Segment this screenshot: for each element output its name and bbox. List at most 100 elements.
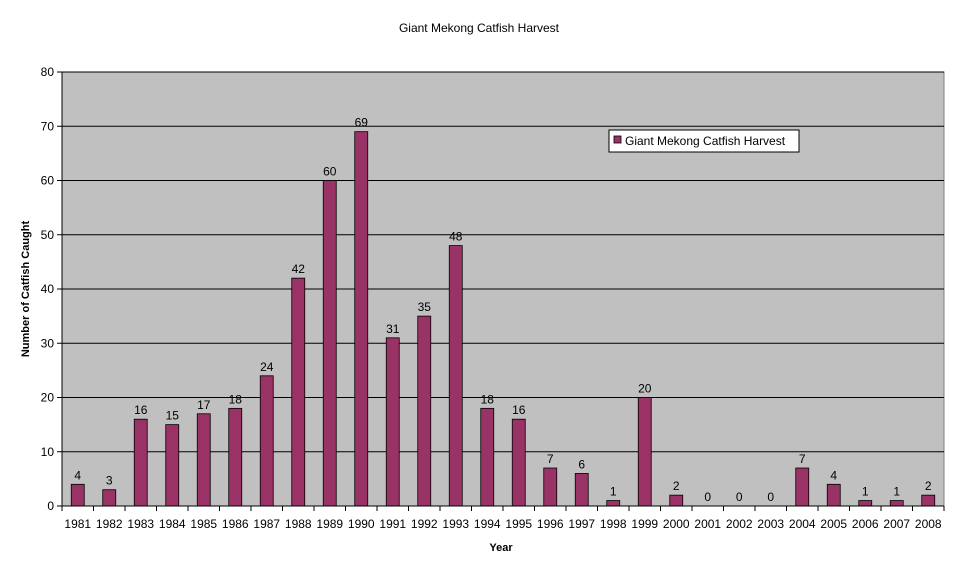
data-label-2008: 2 xyxy=(925,479,932,493)
data-label-1991: 31 xyxy=(386,322,400,336)
data-label-1990: 69 xyxy=(355,116,369,130)
bar-1984 xyxy=(165,424,180,507)
x-tick-label-1992: 1992 xyxy=(411,517,438,531)
y-tick-label: 60 xyxy=(41,174,55,188)
data-label-2001: 0 xyxy=(704,490,711,504)
x-tick-label-1994: 1994 xyxy=(474,517,501,531)
bar-1985 xyxy=(196,413,211,507)
y-tick-label: 40 xyxy=(41,282,55,296)
data-label-1998: 1 xyxy=(610,485,617,499)
data-label-2005: 4 xyxy=(830,468,837,482)
bar-2007 xyxy=(889,500,904,507)
data-label-2007: 1 xyxy=(893,485,900,499)
bar-1993 xyxy=(448,245,463,507)
y-axis-title: Number of Catfish Caught xyxy=(20,221,32,358)
bar-2006 xyxy=(858,500,873,507)
bar-1999 xyxy=(637,397,652,507)
x-tick-label-1981: 1981 xyxy=(64,517,91,531)
data-label-2003: 0 xyxy=(767,490,774,504)
data-label-1987: 24 xyxy=(260,360,274,374)
legend-swatch xyxy=(613,135,622,144)
x-tick-label-1998: 1998 xyxy=(600,517,627,531)
bar-1983 xyxy=(133,418,148,507)
x-tick-label-1989: 1989 xyxy=(316,517,343,531)
data-label-2006: 1 xyxy=(862,485,869,499)
x-tick-label-1999: 1999 xyxy=(631,517,658,531)
data-label-1985: 17 xyxy=(197,398,211,412)
bar-2008 xyxy=(921,494,936,507)
x-tick-label-1984: 1984 xyxy=(159,517,186,531)
bar-1997 xyxy=(574,473,589,507)
data-label-1996: 7 xyxy=(547,452,554,466)
y-tick-label: 50 xyxy=(41,228,55,242)
x-tick-label-2005: 2005 xyxy=(820,517,847,531)
bar-1991 xyxy=(385,337,400,507)
data-label-1981: 4 xyxy=(74,468,81,482)
bar-1981 xyxy=(70,483,85,507)
y-tick-label: 10 xyxy=(41,445,55,459)
data-label-2004: 7 xyxy=(799,452,806,466)
bar-2005 xyxy=(826,483,841,507)
data-label-1997: 6 xyxy=(578,457,585,471)
bar-1992 xyxy=(417,315,432,507)
bars xyxy=(70,131,936,507)
x-tick-label-1997: 1997 xyxy=(568,517,595,531)
x-tick-label-1993: 1993 xyxy=(442,517,469,531)
y-tick-label: 0 xyxy=(47,499,54,513)
bar-1987 xyxy=(259,375,274,507)
x-tick-label-2004: 2004 xyxy=(789,517,816,531)
x-tick-label-1983: 1983 xyxy=(127,517,154,531)
x-tick-label-2002: 2002 xyxy=(726,517,753,531)
x-tick-label-2003: 2003 xyxy=(757,517,784,531)
x-tick-label-1982: 1982 xyxy=(96,517,123,531)
x-tick-label-1985: 1985 xyxy=(190,517,217,531)
x-axis: 1981 1982 1983 1984 1985 1986 1987 1988 1989 1990… xyxy=(61,505,945,531)
y-axis: 0 10 20 30 40 50 60 70 80 xyxy=(41,65,63,513)
bar-1994 xyxy=(480,407,495,507)
data-label-1986: 18 xyxy=(229,392,243,406)
data-label-1993: 48 xyxy=(449,230,463,244)
bar-1996 xyxy=(543,467,558,507)
data-label-1995: 16 xyxy=(512,403,526,417)
x-tick-label-1995: 1995 xyxy=(505,517,532,531)
x-tick-label-2006: 2006 xyxy=(852,517,879,531)
x-tick-label-1987: 1987 xyxy=(253,517,280,531)
y-tick-label: 30 xyxy=(41,336,55,350)
bar-1990 xyxy=(354,131,369,507)
bar-2000 xyxy=(669,494,684,507)
legend-box xyxy=(608,129,800,153)
data-label-1989: 60 xyxy=(323,165,337,179)
x-tick-label-2008: 2008 xyxy=(915,517,942,531)
data-label-1994: 18 xyxy=(481,392,495,406)
bar-1986 xyxy=(228,407,243,507)
legend-label: Giant Mekong Catfish Harvest xyxy=(625,134,786,148)
data-label-2002: 0 xyxy=(736,490,743,504)
data-label-1982: 3 xyxy=(106,474,113,488)
x-tick-label-2000: 2000 xyxy=(663,517,690,531)
data-label-1999: 20 xyxy=(638,382,652,396)
x-tick-label-1990: 1990 xyxy=(348,517,375,531)
bar-1998 xyxy=(606,500,621,507)
data-label-1983: 16 xyxy=(134,403,148,417)
legend: Giant Mekong Catfish Harvest xyxy=(608,129,800,153)
y-tick-label: 70 xyxy=(41,119,55,133)
data-label-2000: 2 xyxy=(673,479,680,493)
x-tick-label-1991: 1991 xyxy=(379,517,406,531)
bar-1988 xyxy=(291,277,306,507)
y-tick-label: 20 xyxy=(41,391,55,405)
x-tick-label-1988: 1988 xyxy=(285,517,312,531)
x-tick-label-1996: 1996 xyxy=(537,517,564,531)
data-label-1984: 15 xyxy=(166,409,180,423)
chart-title: Giant Mekong Catfish Harvest xyxy=(399,21,560,35)
data-label-1988: 42 xyxy=(292,262,306,276)
bar-1982 xyxy=(102,489,117,507)
bar-1989 xyxy=(322,180,337,507)
x-tick-label-1986: 1986 xyxy=(222,517,249,531)
x-axis-title: Year xyxy=(489,542,513,554)
x-tick-label-2007: 2007 xyxy=(883,517,910,531)
y-tick-label: 80 xyxy=(41,65,55,79)
bar-2004 xyxy=(795,467,810,507)
data-label-1992: 35 xyxy=(418,300,432,314)
